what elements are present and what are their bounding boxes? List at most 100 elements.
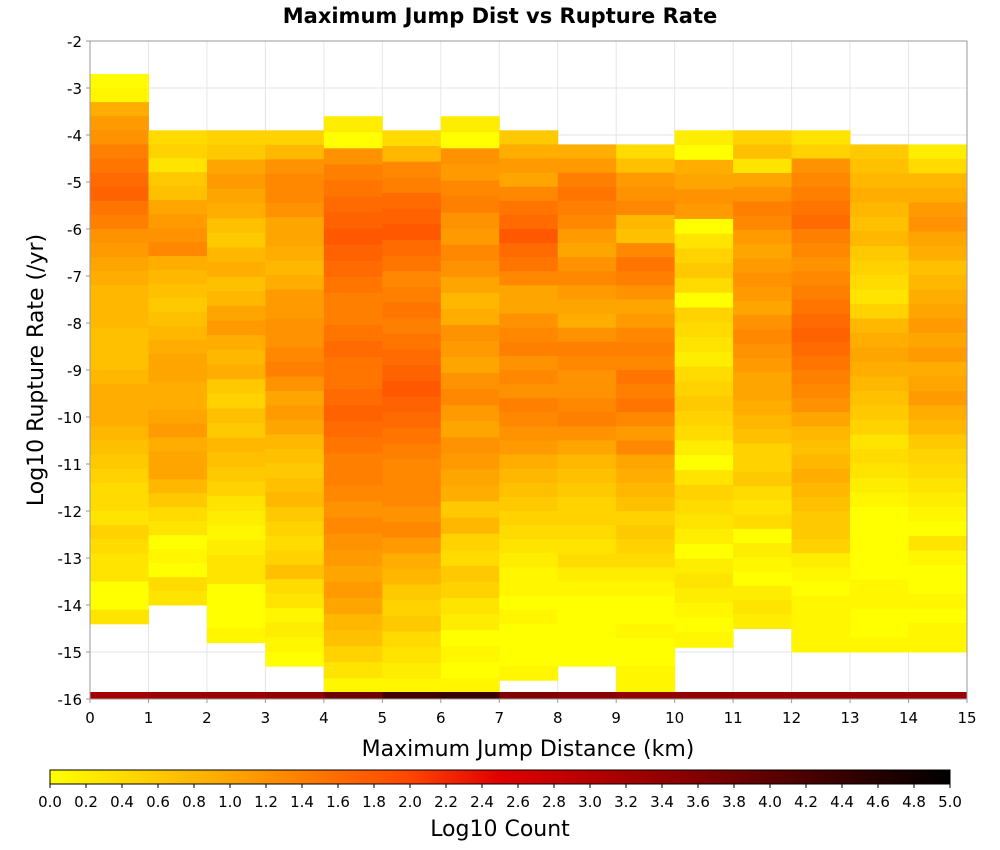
heatmap-cell: [499, 637, 559, 653]
heatmap-cell: [674, 573, 734, 589]
heatmap-cell: [557, 243, 617, 258]
x-tick-label: 2: [202, 709, 212, 727]
heatmap-cell: [557, 454, 617, 470]
heatmap-cell: [499, 482, 559, 498]
heatmap-cell: [850, 274, 910, 290]
heatmap-cell: [382, 239, 442, 257]
heatmap-cell: [265, 390, 325, 406]
heatmap-cell: [499, 454, 559, 470]
y-tick-label: -9: [67, 362, 82, 380]
heatmap-cell: [323, 453, 383, 470]
heatmap-cell: [148, 437, 208, 452]
heatmap-cell: [908, 579, 968, 595]
heatmap-cell-floor: [557, 692, 617, 699]
heatmap-cell: [674, 263, 734, 279]
colorbar-tick-label: 2.4: [470, 793, 494, 811]
heatmap-cell: [440, 308, 500, 326]
heatmap-cell: [499, 172, 559, 188]
heatmap-cell: [733, 471, 793, 487]
heatmap-cell: [733, 443, 793, 459]
heatmap-cell: [733, 500, 793, 516]
heatmap-cell: [148, 144, 208, 159]
heatmap-cell: [265, 593, 325, 609]
heatmap-cell: [791, 130, 851, 145]
heatmap-cell: [382, 615, 442, 633]
heatmap-cell: [499, 511, 559, 526]
heatmap-cell: [850, 216, 910, 232]
heatmap-cell: [733, 386, 793, 402]
y-axis-label: Log10 Rupture Rate (/yr): [24, 234, 49, 506]
colorbar-tick-label: 2.6: [506, 793, 530, 811]
heatmap-cell: [850, 303, 910, 319]
heatmap-cell: [791, 370, 851, 385]
heatmap-cell: [382, 662, 442, 680]
heatmap-cell: [206, 598, 266, 614]
heatmap-cell: [499, 384, 559, 399]
heatmap-cell: [674, 410, 734, 427]
heatmap-cell: [148, 158, 208, 173]
heatmap-cell: [557, 637, 617, 653]
heatmap-cell: [206, 510, 266, 527]
heatmap-cell: [791, 553, 851, 568]
heatmap-cell: [616, 285, 676, 300]
heatmap-cell: [382, 302, 442, 319]
heatmap-cell: [791, 257, 851, 272]
heatmap-cell: [499, 313, 559, 329]
heatmap-cell: [440, 324, 500, 342]
y-axis-ticks: -2 -3 -4 -5 -6 -7 -8 -9 -10 -11 -12 -13 -14 -15 -16: [58, 33, 90, 709]
y-tick-label: -2: [67, 33, 82, 51]
heatmap-cell: [616, 567, 676, 582]
heatmap-cell: [557, 581, 617, 597]
heatmap-cell: [148, 493, 208, 508]
x-tick-label: 14: [899, 709, 918, 727]
heatmap-cell: [791, 327, 851, 343]
heatmap-cell: [557, 426, 617, 441]
heatmap-cell: [440, 212, 500, 230]
heatmap-cell: [382, 490, 442, 507]
heatmap-cell: [90, 355, 149, 371]
colorbar-tick-label: 3.4: [650, 793, 674, 811]
heatmap-cell: [616, 595, 676, 611]
heatmap-cell: [499, 609, 559, 625]
heatmap-cell: [148, 325, 208, 341]
heatmap-cell: [148, 214, 208, 229]
heatmap-cell: [791, 426, 851, 441]
x-tick-label: 10: [665, 709, 684, 727]
heatmap-cell: [557, 609, 617, 625]
heatmap-cell: [616, 370, 676, 385]
heatmap-cell: [323, 260, 383, 278]
heatmap-cell: [733, 557, 793, 573]
heatmap-cell: [616, 426, 676, 441]
heatmap-cell: [440, 357, 500, 374]
x-tick-label: 0: [85, 709, 95, 727]
heatmap-cells: [90, 73, 968, 699]
heatmap-cell: [850, 289, 910, 305]
heatmap-cell: [557, 511, 617, 526]
heatmap-cell-floor: [206, 692, 266, 699]
heatmap-cell: [616, 623, 676, 639]
heatmap-cell: [440, 244, 500, 262]
heatmap-cell: [265, 506, 325, 522]
colorbar-tick-label: 1.2: [254, 793, 278, 811]
heatmap-cell: [616, 666, 676, 681]
heatmap-cell: [908, 390, 968, 406]
heatmap-cell: [499, 581, 559, 597]
heatmap-cell: [206, 305, 266, 322]
heatmap-cell: [382, 396, 442, 413]
heatmap-cell: [733, 571, 793, 587]
heatmap-cell: [440, 228, 500, 246]
heatmap-cell: [382, 443, 442, 460]
heatmap-cell: [265, 579, 325, 595]
heatmap-cell: [148, 507, 208, 522]
colorbar-tick-label: 4.2: [794, 793, 818, 811]
heatmap-cell: [499, 595, 559, 611]
heatmap-cell: [148, 200, 208, 215]
heatmap-cell: [616, 186, 676, 202]
heatmap-cell: [791, 609, 851, 625]
heatmap-cell: [323, 341, 383, 358]
heatmap-cell: [440, 421, 500, 438]
heatmap-cell: [674, 588, 734, 604]
heatmap-cell: [733, 429, 793, 444]
heatmap-cell: [850, 521, 910, 537]
